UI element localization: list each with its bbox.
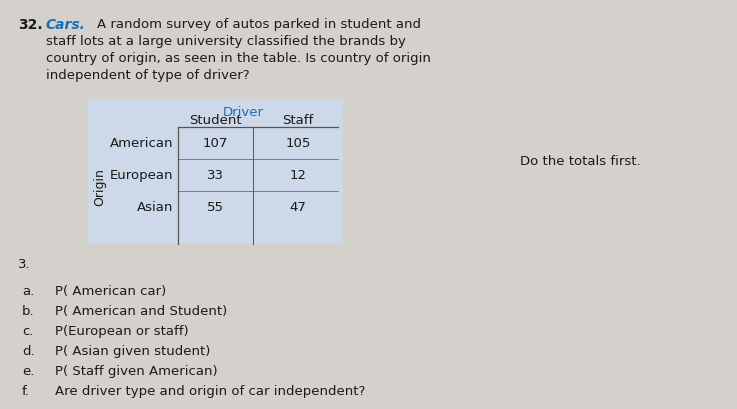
Text: P( Staff given American): P( Staff given American)	[55, 364, 217, 377]
Text: 107: 107	[203, 137, 228, 150]
Text: Do the totals first.: Do the totals first.	[520, 155, 640, 168]
Text: 47: 47	[290, 201, 307, 214]
Text: Driver: Driver	[223, 106, 264, 119]
Text: 55: 55	[206, 201, 223, 214]
Text: P( American car): P( American car)	[55, 284, 167, 297]
Bar	[88, 100, 343, 245]
Text: f.: f.	[22, 384, 30, 397]
Text: c.: c.	[22, 324, 33, 337]
Text: 32.: 32.	[18, 18, 43, 32]
Text: Are driver type and origin of car independent?: Are driver type and origin of car indepe…	[55, 384, 366, 397]
Text: Origin: Origin	[94, 168, 107, 206]
Text: a.: a.	[22, 284, 34, 297]
Text: independent of type of driver?: independent of type of driver?	[46, 69, 250, 82]
Text: Cars.: Cars.	[46, 18, 86, 32]
Text: 12: 12	[290, 169, 307, 182]
Text: P( American and Student): P( American and Student)	[55, 304, 227, 317]
Text: A random survey of autos parked in student and: A random survey of autos parked in stude…	[97, 18, 421, 31]
Text: American: American	[110, 137, 173, 150]
Text: P( Asian given student): P( Asian given student)	[55, 344, 210, 357]
Text: country of origin, as seen in the table. Is country of origin: country of origin, as seen in the table.…	[46, 52, 431, 65]
Text: staff lots at a large university classified the brands by: staff lots at a large university classif…	[46, 35, 406, 48]
Text: 105: 105	[285, 137, 311, 150]
Text: d.: d.	[22, 344, 35, 357]
Text: Asian: Asian	[136, 201, 173, 214]
Text: e.: e.	[22, 364, 35, 377]
Text: Staff: Staff	[282, 114, 314, 127]
Text: b.: b.	[22, 304, 35, 317]
Text: European: European	[110, 169, 173, 182]
Text: P(European or staff): P(European or staff)	[55, 324, 189, 337]
Text: 3.: 3.	[18, 257, 31, 270]
Text: 33: 33	[206, 169, 223, 182]
Text: Student: Student	[189, 114, 241, 127]
